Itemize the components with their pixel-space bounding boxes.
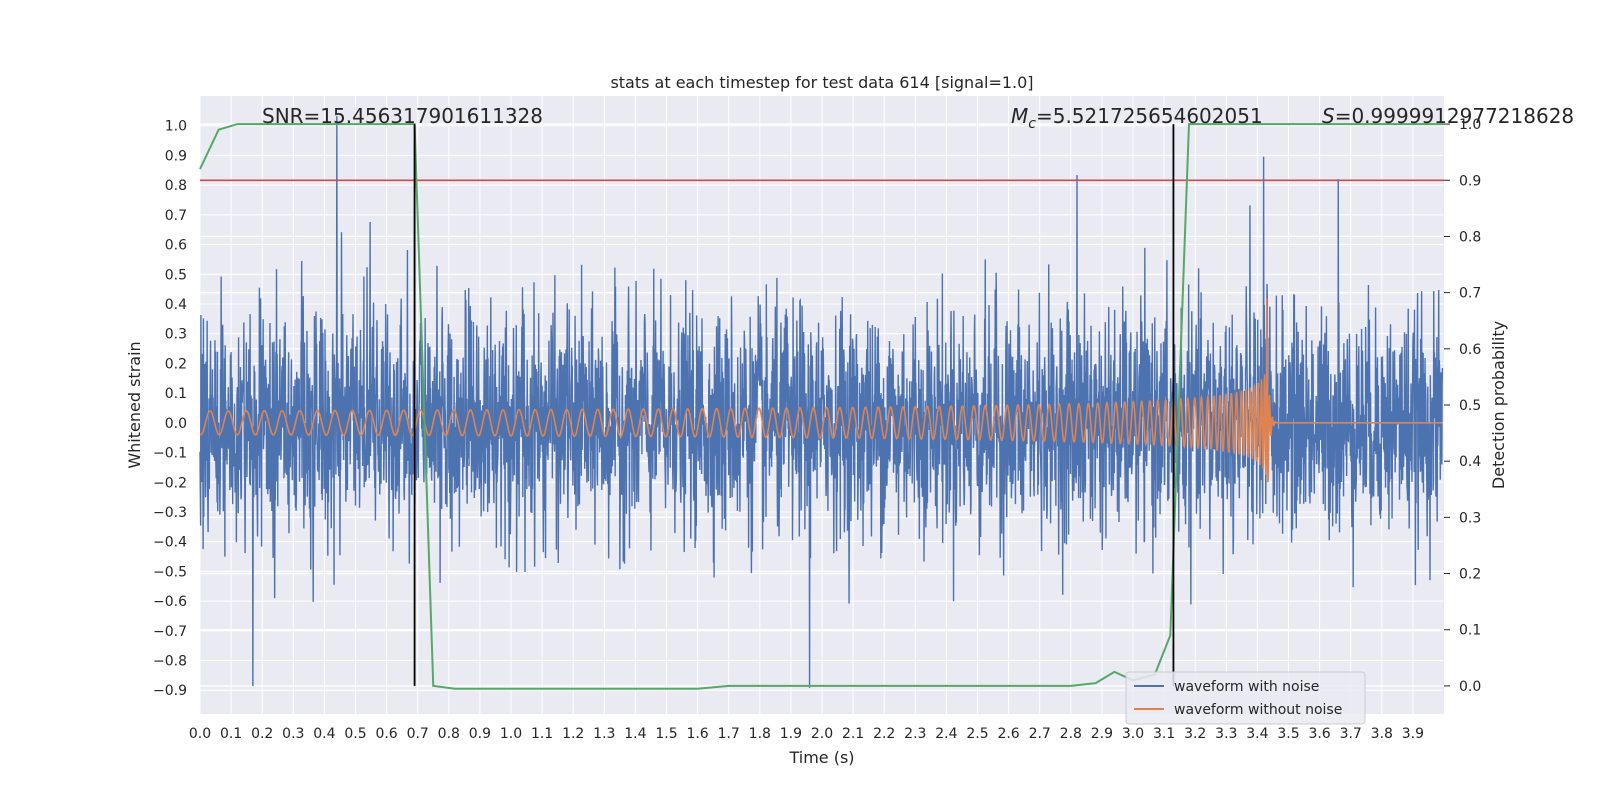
y2-tick-label: 0.2 [1459, 567, 1481, 583]
x-tick-label: 1.3 [593, 726, 615, 742]
y2-ticks: 1.0 0.9 0.8 0.7 0.6 0.5 0.4 0.3 0.2 0.1 0.0 [1444, 117, 1481, 695]
x-tick-label: 1.1 [531, 726, 553, 742]
y-axis-label: Whitened strain [125, 341, 144, 468]
x-tick-label: 0.5 [344, 726, 366, 742]
y-tick-label: 0.3 [165, 327, 187, 343]
series-detection-probability [199, 123, 1444, 690]
x-tick-label: 1.8 [749, 726, 771, 742]
y2-tick-label: 0.7 [1459, 286, 1481, 302]
noise-line [199, 116, 1444, 688]
y-tick-label: 0.4 [165, 297, 187, 313]
x-tick-label: 3.3 [1215, 726, 1237, 742]
y-tick-label: −0.7 [153, 624, 187, 640]
x-tick-label: 2.7 [1029, 726, 1051, 742]
y-tick-label: −0.6 [153, 594, 187, 610]
y-tick-label: −0.4 [153, 535, 187, 551]
y2-tick-label: 0.3 [1459, 510, 1481, 526]
y-ticks: 1.0 0.9 0.8 0.7 0.6 0.5 0.4 0.3 0.2 0.1 0.0 −0.1 −0.… [153, 119, 187, 700]
score-value: =0.9999912977218628 [1335, 104, 1574, 128]
legend: waveform with noise waveform without noi… [1125, 671, 1366, 725]
snr-annotation: SNR=15.456317901611328 [262, 104, 543, 128]
y-tick-label: 0.9 [165, 148, 187, 164]
x-tick-label: 2.8 [1060, 726, 1082, 742]
x-tick-label: 3.0 [1122, 726, 1144, 742]
x-tick-label: 3.8 [1371, 726, 1393, 742]
x-tick-label: 0.6 [375, 726, 397, 742]
y2-tick-label: 1.0 [1459, 117, 1481, 133]
legend-label-noise: waveform with noise [1174, 679, 1319, 695]
chirp-mass-value: =5.521725654602051 [1036, 104, 1263, 128]
score-annotation: S=0.9999912977218628 [1322, 104, 1574, 128]
x-tick-label: 3.6 [1308, 726, 1330, 742]
x-tick-label: 2.0 [811, 726, 833, 742]
series-waveform-with-noise [199, 116, 1444, 688]
x-tick-label: 2.1 [842, 726, 864, 742]
x-tick-label: 2.5 [966, 726, 988, 742]
chirp-mass-annotation: Mc=5.521725654602051 [1011, 104, 1263, 132]
vertical-markers [413, 124, 1175, 686]
y-tick-label: −0.8 [153, 654, 187, 670]
y-tick-label: −0.2 [153, 475, 187, 491]
y2-axis-label: Detection probability [1489, 321, 1508, 489]
x-tick-label: 0.1 [220, 726, 242, 742]
x-tick-label: 2.4 [935, 726, 957, 742]
y2-tick-label: 0.5 [1459, 398, 1481, 414]
x-tick-label: 0.9 [469, 726, 491, 742]
x-tick-label: 0.0 [189, 726, 211, 742]
x-tick-label: 1.4 [624, 726, 646, 742]
grid-y [200, 125, 1444, 691]
y2-tick-label: 0.1 [1459, 623, 1481, 639]
x-tick-label: 0.4 [313, 726, 335, 742]
legend-box [1125, 671, 1366, 725]
chart-title: stats at each timestep for test data 614… [610, 73, 1033, 92]
x-tick-label: 1.9 [780, 726, 802, 742]
probability-line [199, 123, 1444, 690]
x-tick-label: 3.5 [1277, 726, 1299, 742]
score-symbol: S [1322, 104, 1335, 128]
y-tick-label: 1.0 [165, 119, 187, 135]
y-tick-label: −0.5 [153, 564, 187, 580]
x-tick-label: 3.4 [1246, 726, 1268, 742]
y-tick-label: 0.1 [165, 386, 187, 402]
x-tick-label: 1.5 [655, 726, 677, 742]
legend-label-clean: waveform without noise [1174, 702, 1342, 718]
x-tick-label: 0.7 [407, 726, 429, 742]
x-tick-label: 3.9 [1402, 726, 1424, 742]
chirp-mass-symbol: M [1011, 104, 1028, 128]
chirp-mass-subscript: c [1028, 116, 1036, 132]
x-tick-label: 3.7 [1340, 726, 1362, 742]
x-axis-label: Time (s) [788, 748, 854, 767]
y-tick-label: 0.6 [165, 238, 187, 254]
x-ticks: 0.0 0.1 0.2 0.3 0.4 0.5 0.6 0.7 0.8 0.9 1.0 1.1 1.2 1… [189, 726, 1424, 742]
x-tick-label: 2.3 [904, 726, 926, 742]
x-tick-label: 1.0 [500, 726, 522, 742]
x-tick-label: 1.6 [686, 726, 708, 742]
x-tick-label: 0.3 [282, 726, 304, 742]
x-tick-label: 2.2 [873, 726, 895, 742]
x-tick-label: 0.8 [438, 726, 460, 742]
y2-tick-label: 0.4 [1459, 454, 1481, 470]
y2-tick-label: 0.6 [1459, 342, 1481, 358]
y-tick-label: 0.5 [165, 267, 187, 283]
x-tick-label: 3.1 [1153, 726, 1175, 742]
y-tick-label: 0.2 [165, 356, 187, 372]
clean-line [199, 298, 1443, 483]
y-tick-label: 0.0 [165, 416, 187, 432]
y2-tick-label: 0.0 [1459, 679, 1481, 695]
y2-tick-label: 0.8 [1459, 229, 1481, 245]
y-tick-label: 0.7 [165, 208, 187, 224]
x-tick-label: 2.6 [997, 726, 1019, 742]
series-waveform-without-noise [199, 298, 1443, 483]
y2-tick-label: 0.9 [1459, 173, 1481, 189]
x-tick-label: 0.2 [251, 726, 273, 742]
x-tick-label: 1.2 [562, 726, 584, 742]
y-tick-label: −0.9 [153, 683, 187, 699]
y-tick-label: −0.3 [153, 505, 187, 521]
x-tick-label: 3.2 [1184, 726, 1206, 742]
y-tick-label: −0.1 [153, 446, 187, 462]
x-tick-label: 1.7 [718, 726, 740, 742]
x-tick-label: 2.9 [1091, 726, 1113, 742]
y-tick-label: 0.8 [165, 178, 187, 194]
